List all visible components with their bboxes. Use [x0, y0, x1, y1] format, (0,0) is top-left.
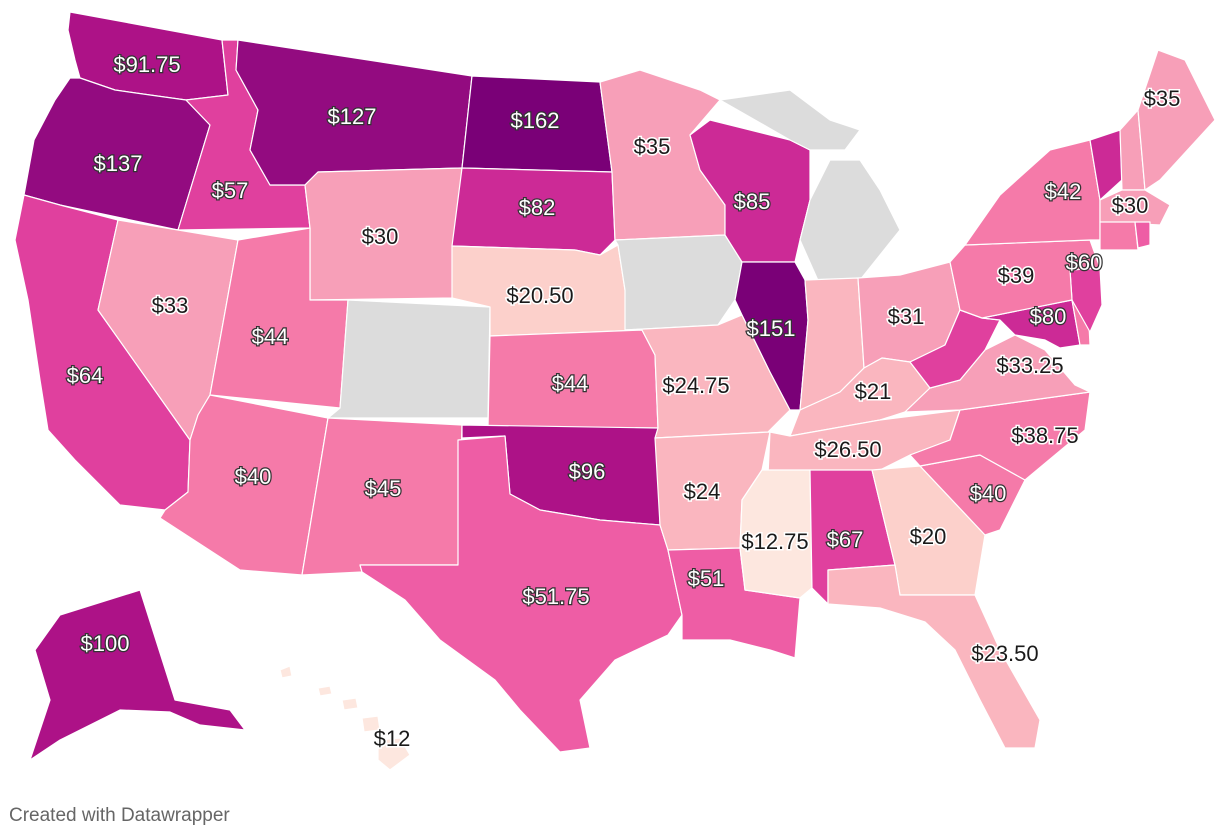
state-co[interactable] — [327, 299, 491, 419]
state-label-al: $67 — [827, 527, 864, 552]
state-label-ny: $42 — [1045, 179, 1082, 204]
state-ri[interactable] — [1134, 221, 1151, 249]
state-me[interactable] — [1137, 49, 1216, 191]
state-label-fl: $23.50 — [971, 641, 1038, 666]
state-label-id: $57 — [212, 178, 249, 203]
state-ct[interactable] — [1099, 221, 1139, 251]
state-label-tn: $26.50 — [814, 437, 881, 462]
state-label-ma: $30 — [1112, 193, 1149, 218]
state-tx[interactable] — [359, 435, 683, 753]
state-label-sd: $82 — [519, 195, 556, 220]
state-label-ar: $24 — [684, 479, 721, 504]
state-wi[interactable] — [689, 119, 811, 263]
state-label-mt: $127 — [328, 104, 377, 129]
state-label-nv: $33 — [152, 293, 189, 318]
state-label-oh: $31 — [888, 304, 925, 329]
state-label-ky: $21 — [855, 379, 892, 404]
state-label-ms: $12.75 — [741, 529, 808, 554]
datawrapper-credit: Created with Datawrapper — [9, 805, 230, 826]
state-label-or: $137 — [94, 151, 143, 176]
state-label-ca: $64 — [67, 363, 104, 388]
state-nc[interactable] — [909, 391, 1091, 481]
state-label-il: $151 — [747, 316, 796, 341]
state-label-nm: $45 — [365, 476, 402, 501]
state-label-md: $80 — [1030, 304, 1067, 329]
state-label-wy: $30 — [362, 224, 399, 249]
state-label-ut: $44 — [252, 324, 289, 349]
state-label-tx: $51.75 — [522, 584, 589, 609]
state-label-ga: $20 — [910, 524, 947, 549]
state-label-wa: $91.75 — [113, 52, 180, 77]
state-fl[interactable] — [827, 564, 1041, 749]
state-label-hi: $12 — [374, 726, 411, 751]
state-label-mn: $35 — [634, 134, 671, 159]
state-label-ok: $96 — [569, 459, 606, 484]
state-label-me: $35 — [1144, 86, 1181, 111]
state-label-pa: $39 — [998, 263, 1035, 288]
choropleth-map: $91.75 $137 $64 $57 $33 $127 $30 $44 $40 $45 $162 $… — [14, 11, 1216, 771]
state-label-la: $51 — [688, 566, 725, 591]
state-label-ne: $20.50 — [506, 283, 573, 308]
state-mi[interactable] — [719, 89, 901, 286]
state-label-nd: $162 — [511, 108, 560, 133]
state-label-mo: $24.75 — [662, 373, 729, 398]
state-label-wi: $85 — [734, 189, 771, 214]
state-label-sc: $40 — [970, 481, 1007, 506]
state-hi[interactable] — [279, 665, 411, 771]
state-label-va: $33.25 — [996, 353, 1063, 378]
state-label-az: $40 — [235, 464, 272, 489]
state-il[interactable] — [734, 261, 809, 411]
state-ia[interactable] — [614, 234, 743, 331]
state-label-nj: $60 — [1066, 250, 1103, 275]
state-ak[interactable] — [29, 589, 246, 761]
state-label-nc: $38.75 — [1011, 423, 1078, 448]
state-label-ak: $100 — [81, 631, 130, 656]
state-label-ks: $44 — [552, 371, 589, 396]
